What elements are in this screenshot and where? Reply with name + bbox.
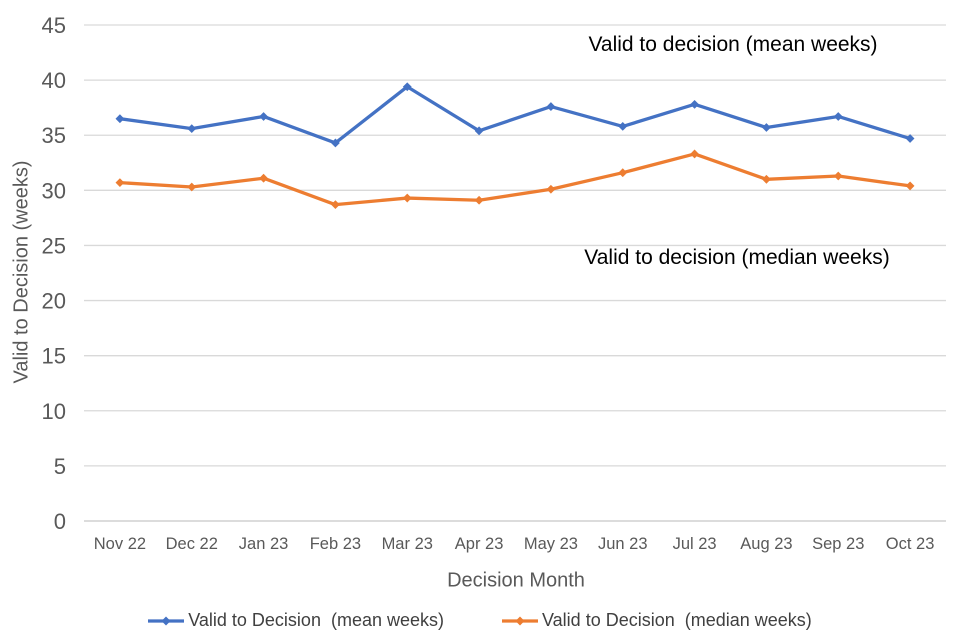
y-tick-label: 10 [42,399,66,424]
data-point-marker [833,171,843,181]
data-point-marker [690,99,699,109]
data-point-marker [905,181,915,191]
x-tick-label: Dec 22 [166,535,218,553]
legend-mean-line-marker-icon [148,616,185,625]
x-tick-label: Aug 23 [740,535,792,553]
y-axis-title: Valid to Decision (weeks) [10,160,33,384]
data-point-marker [618,168,628,178]
data-point-marker [546,102,556,111]
data-point-marker [618,122,628,131]
x-tick-label: Apr 23 [455,535,504,553]
y-tick-label: 45 [42,13,66,38]
legend-label-mean: Valid to Decision (mean weeks) [188,610,444,630]
y-tick-label: 35 [42,123,66,148]
legend: Valid to Decision (mean weeks) Valid to … [0,610,960,631]
annotation-median-series: Valid to decision (median weeks) [584,246,890,269]
legend-item-mean: Valid to Decision (mean weeks) [148,610,444,631]
data-point-marker [690,149,699,159]
annotation-mean-series: Valid to decision (mean weeks) [588,33,878,56]
y-tick-label: 25 [42,233,66,258]
data-point-marker [331,138,340,148]
legend-item-median: Valid to Decision (median weeks) [502,610,812,631]
x-tick-label: Feb 23 [310,535,361,553]
x-tick-label: Jun 23 [598,535,648,553]
series-line-1 [118,152,912,207]
data-point-marker [546,184,556,194]
y-tick-label: 20 [42,289,66,314]
x-tick-label: Mar 23 [382,535,433,553]
x-tick-label: May 23 [524,535,578,553]
data-point-marker [259,173,268,183]
data-point-marker [905,134,915,143]
series-line-0 [118,85,912,145]
data-point-marker [187,182,197,192]
data-point-marker [115,178,125,188]
y-tick-label: 15 [42,344,66,369]
data-point-marker [187,124,197,134]
data-point-marker [402,82,412,92]
data-point-marker [833,112,843,121]
data-point-marker [762,123,771,132]
legend-label-median: Valid to Decision (median weeks) [542,610,812,630]
x-tick-label: Sep 23 [812,535,864,553]
y-tick-label: 40 [42,68,66,93]
x-axis-title: Decision Month [447,569,585,592]
y-tick-label: 5 [54,454,66,479]
data-point-marker [762,174,771,184]
data-point-marker [474,195,484,205]
data-point-marker [331,200,340,210]
y-tick-label: 30 [42,178,66,203]
x-tick-label: Oct 23 [886,535,935,553]
x-tick-label: Jul 23 [673,535,717,553]
data-point-marker [474,126,484,136]
data-point-marker [115,114,125,124]
data-point-marker [259,112,268,121]
x-tick-label: Jan 23 [239,535,289,553]
legend-median-line-marker-icon [502,616,538,625]
y-tick-label: 0 [54,509,66,534]
data-point-marker [402,193,412,203]
x-tick-label: Nov 22 [94,535,146,553]
